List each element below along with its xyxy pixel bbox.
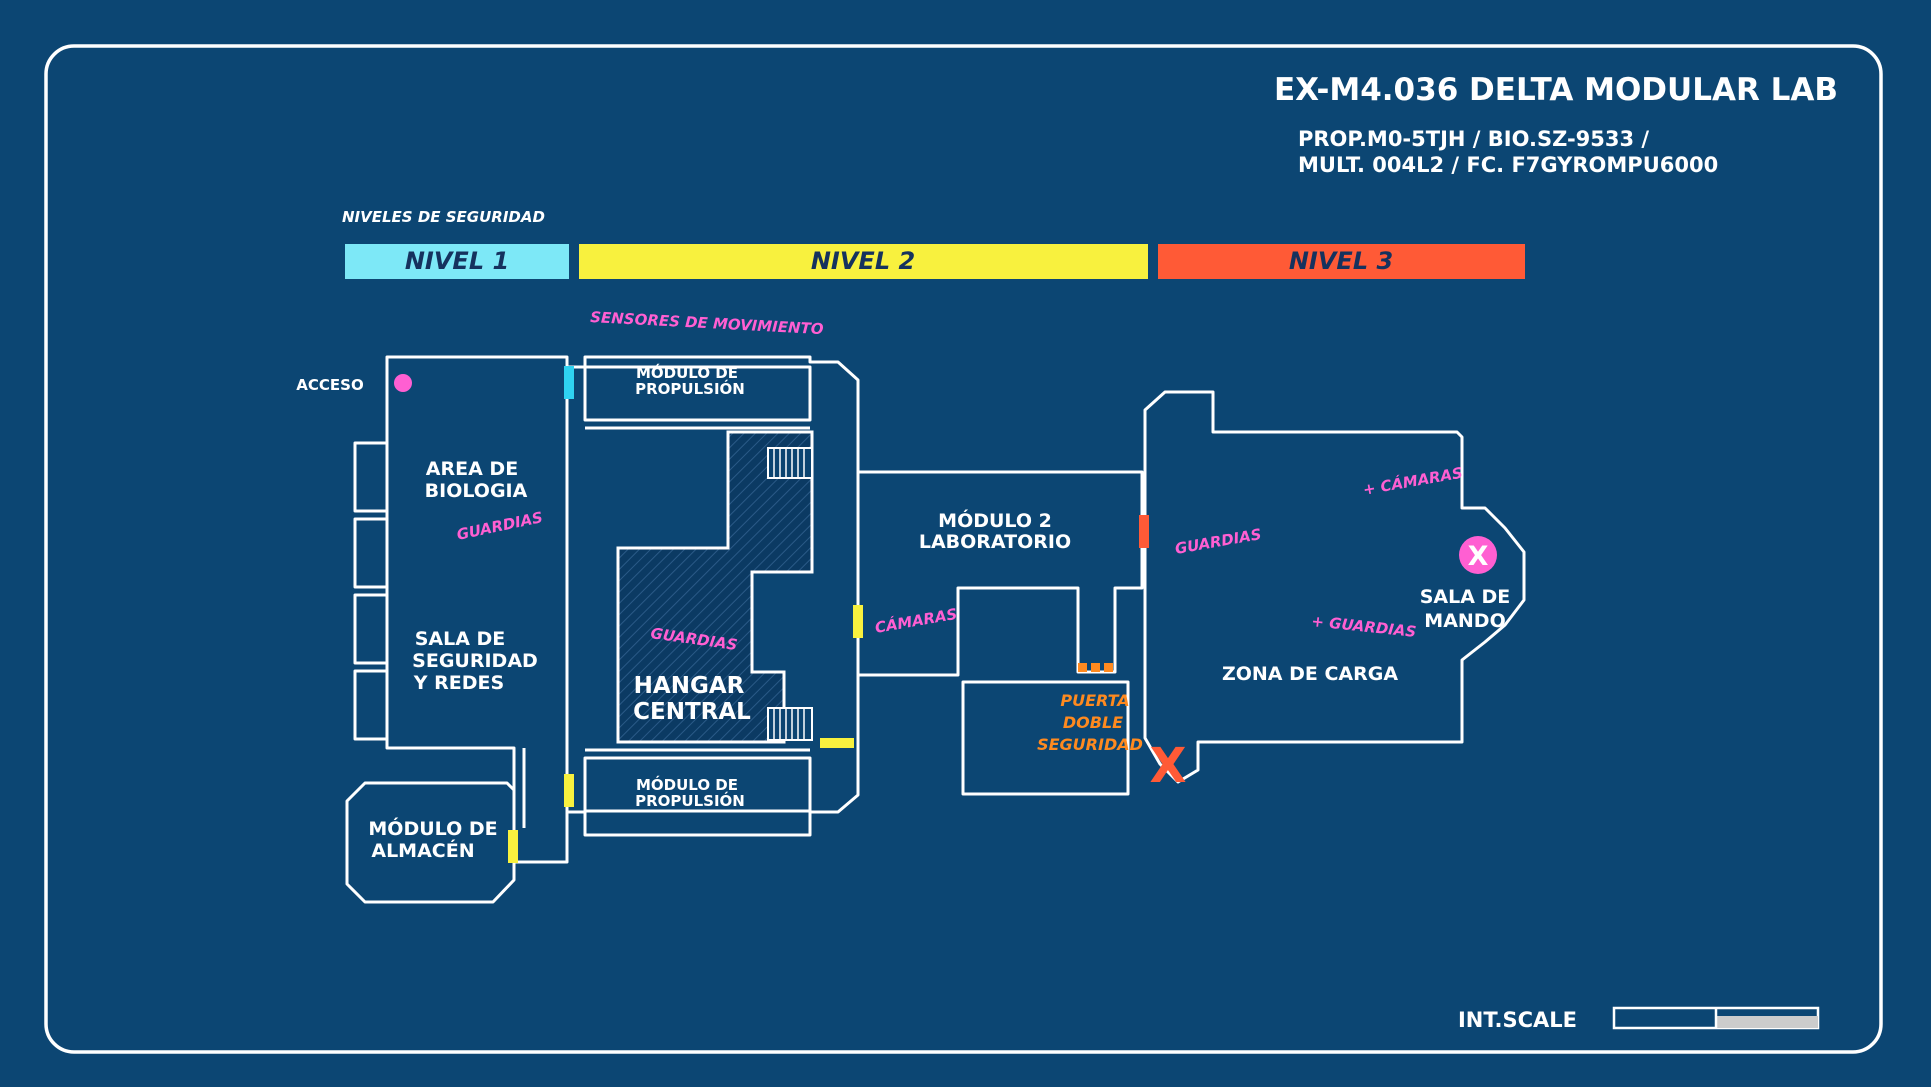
- scale-label: INT.SCALE: [1458, 1008, 1577, 1032]
- storage-label-1: MÓDULO DE: [368, 816, 497, 840]
- biology-label-2: BIOLOGIA: [425, 480, 528, 502]
- storage-door-yellow: [508, 830, 518, 863]
- double-door-note-2: DOBLE: [1063, 713, 1123, 732]
- double-door-note-1: PUERTA: [1060, 691, 1129, 710]
- double-door-orange-3: [1104, 663, 1113, 672]
- map-subtitle-line-2: MULT. 004L2 / FC. F7GYROMPU6000: [1298, 153, 1718, 177]
- map-title: EX-M4.036 DELTA MODULAR LAB: [1274, 72, 1838, 108]
- storage-label-2: ALMACÉN: [371, 839, 474, 862]
- hangar-label-1: HANGAR: [634, 673, 745, 699]
- side-bay-4: [353, 669, 389, 741]
- cargo-command-room: [1143, 390, 1526, 784]
- access-marker-icon: [394, 374, 412, 392]
- propulsion-top-label-1: MÓDULO DE: [636, 363, 738, 382]
- access-label: ACCESO: [296, 376, 363, 394]
- security-level-3-label: NIVEL 3: [1289, 247, 1393, 275]
- command-room-label-1: SALA DE: [1420, 586, 1511, 608]
- security-level-1-label: NIVEL 1: [405, 247, 509, 275]
- side-bay-3: [353, 593, 389, 665]
- lab-label-2: LABORATORIO: [919, 531, 1071, 553]
- security-room-label-3: Y REDES: [413, 672, 504, 694]
- propulsion-bottom-label-2: PROPULSIÓN: [635, 791, 745, 810]
- security-levels-heading: NIVELES DE SEGURIDAD: [342, 208, 545, 226]
- propulsion-bottom-door-yellow: [564, 774, 574, 807]
- security-room-label-2: SEGURIDAD: [412, 650, 538, 672]
- hangar-central-area: [616, 430, 814, 744]
- propulsion-bottom-label-1: MÓDULO DE: [636, 775, 738, 794]
- svg-text:X: X: [1468, 541, 1489, 572]
- propulsion-top-label-2: PROPULSIÓN: [635, 379, 745, 398]
- hangar-label-2: CENTRAL: [633, 699, 751, 725]
- hangar-outer-hull: [565, 355, 860, 837]
- side-bay-2: [353, 517, 389, 589]
- map-frame: [44, 44, 1883, 1054]
- propulsion-module-top: [583, 365, 812, 422]
- lab-label-1: MÓDULO 2: [938, 508, 1052, 532]
- double-door-orange-2: [1091, 663, 1100, 672]
- security-level-2-label: NIVEL 2: [811, 247, 915, 275]
- storage-module-room: [345, 781, 516, 904]
- cargo-door-red: [1139, 515, 1149, 548]
- biology-label-1: AREA DE: [426, 458, 518, 480]
- command-room-label-2: MANDO: [1424, 610, 1505, 632]
- map-subtitle-line-1: PROP.M0-5TJH / BIO.SZ-9533 /: [1298, 127, 1649, 151]
- hangar-door-yellow: [820, 738, 854, 748]
- stairs-icon-bottom: [767, 707, 813, 741]
- scale-bar: [1612, 1006, 1820, 1030]
- propulsion-module-bottom: [583, 756, 812, 813]
- security-level-2-bar: [579, 244, 1148, 279]
- lab-door-yellow: [853, 605, 863, 638]
- security-room-label-1: SALA DE: [415, 628, 506, 650]
- access-door-cyan: [564, 366, 574, 399]
- stairs-icon-top: [767, 447, 813, 479]
- side-bay-1: [353, 441, 389, 513]
- security-level-3-bar: [1158, 244, 1525, 279]
- cargo-zone-label: ZONA DE CARGA: [1222, 663, 1398, 685]
- target-marker-icon: X: [1459, 536, 1497, 574]
- security-level-1-bar: [345, 244, 569, 279]
- double-door-note-3: SEGURIDAD: [1037, 735, 1143, 754]
- breach-marker-icon: X: [1149, 738, 1186, 794]
- double-door-orange-1: [1078, 663, 1087, 672]
- lab-lower-room: [961, 680, 1130, 796]
